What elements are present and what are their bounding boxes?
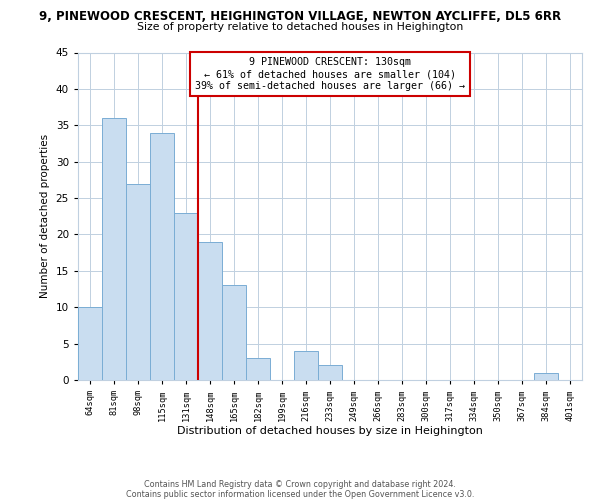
Bar xyxy=(222,286,246,380)
Bar xyxy=(126,184,150,380)
Text: 9 PINEWOOD CRESCENT: 130sqm
← 61% of detached houses are smaller (104)
39% of se: 9 PINEWOOD CRESCENT: 130sqm ← 61% of det… xyxy=(195,58,465,90)
Bar xyxy=(294,351,318,380)
X-axis label: Distribution of detached houses by size in Heighington: Distribution of detached houses by size … xyxy=(177,426,483,436)
Bar xyxy=(246,358,270,380)
Bar xyxy=(198,242,222,380)
Bar xyxy=(78,307,102,380)
Y-axis label: Number of detached properties: Number of detached properties xyxy=(40,134,50,298)
Text: Contains HM Land Registry data © Crown copyright and database right 2024.
Contai: Contains HM Land Registry data © Crown c… xyxy=(126,480,474,499)
Text: Size of property relative to detached houses in Heighington: Size of property relative to detached ho… xyxy=(137,22,463,32)
Bar xyxy=(174,212,198,380)
Bar xyxy=(318,366,342,380)
Bar xyxy=(102,118,126,380)
Bar xyxy=(150,132,174,380)
Text: 9, PINEWOOD CRESCENT, HEIGHINGTON VILLAGE, NEWTON AYCLIFFE, DL5 6RR: 9, PINEWOOD CRESCENT, HEIGHINGTON VILLAG… xyxy=(39,10,561,23)
Bar xyxy=(534,372,558,380)
